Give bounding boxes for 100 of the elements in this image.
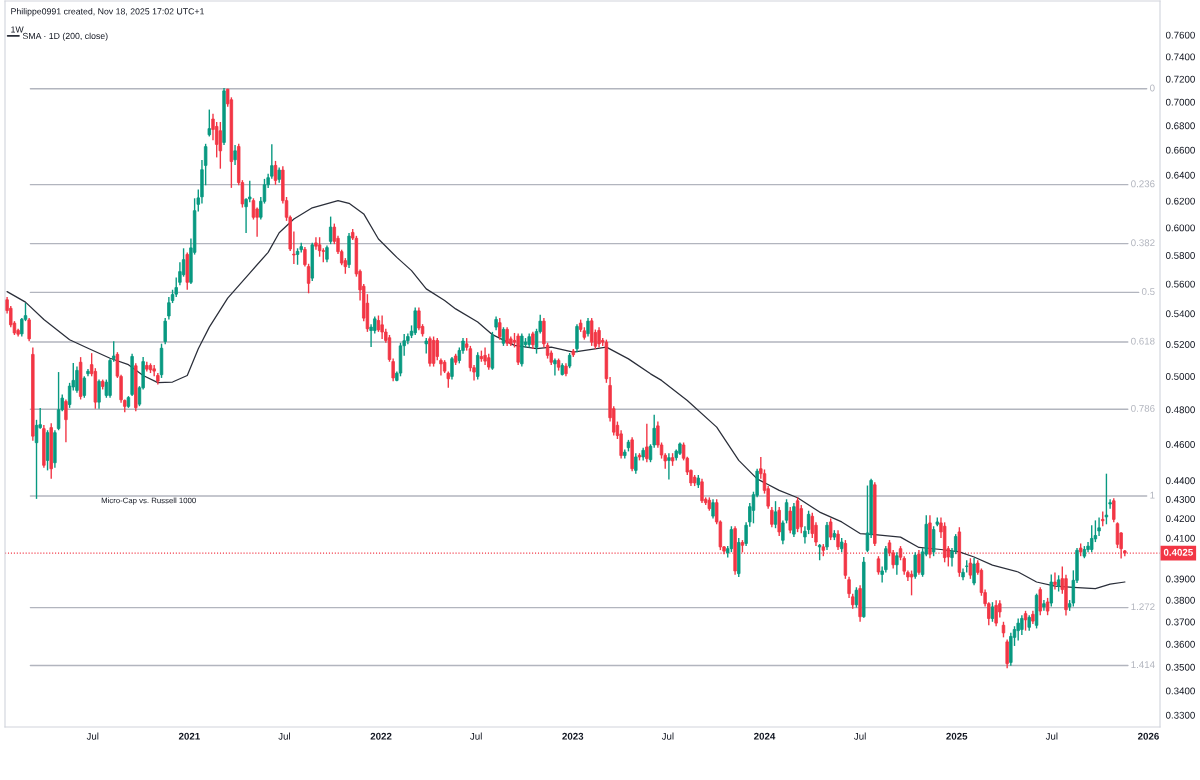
candlestick	[553, 357, 557, 377]
y-tick-label: 0.3300	[1165, 711, 1195, 719]
y-tick-label: 0.4200	[1165, 515, 1195, 523]
y-tick-label: 0.4100	[1165, 534, 1195, 542]
x-tick-label: Jul	[278, 732, 290, 740]
y-tick-label: 0.3600	[1165, 640, 1195, 648]
y-tick-label: 0.3500	[1165, 663, 1195, 671]
annotation: 0.236	[1131, 180, 1155, 188]
candlestick	[788, 506, 792, 534]
candlestick	[1005, 638, 1009, 669]
candlestick	[1049, 573, 1053, 608]
candlestick	[64, 398, 68, 443]
candlestick	[799, 504, 803, 534]
y-tick-label: 0.6200	[1165, 197, 1195, 205]
candlestick	[1090, 524, 1094, 553]
candlestick	[317, 236, 322, 258]
candlestick	[476, 351, 480, 381]
x-tick-label: 2024	[754, 732, 776, 740]
candlestick	[777, 506, 781, 537]
ref-line-label: 0.4025	[1163, 548, 1193, 556]
candlestick	[931, 525, 936, 557]
annotation: Philippe0991 created, Nov 18, 2025 17:02 UTC+1	[11, 8, 204, 17]
annotation: 0	[1150, 84, 1155, 92]
y-tick-label: 0.3900	[1165, 575, 1195, 583]
candlestick	[1053, 571, 1057, 591]
candlestick	[1016, 617, 1020, 642]
y-tick-label: 0.7000	[1165, 98, 1195, 106]
annotation: 0.786	[1131, 404, 1155, 412]
candlestick	[972, 557, 976, 586]
text: 1W	[11, 26, 24, 33]
x-tick-label: Jul	[854, 732, 866, 740]
y-tick-label: 0.7400	[1165, 53, 1195, 61]
y-tick-label: 0.6600	[1165, 146, 1195, 154]
candlestick	[711, 498, 715, 520]
candlestick	[634, 452, 638, 475]
candlestick	[505, 326, 509, 347]
candlestick	[667, 452, 671, 481]
y-tick-label: 0.5200	[1165, 341, 1195, 348]
x-tick-label: 2026	[1137, 732, 1159, 740]
x-tick-label: Jul	[86, 732, 99, 740]
x-tick-label: Jul	[470, 732, 482, 740]
candlestick	[773, 500, 778, 529]
candlestick	[207, 108, 212, 138]
annotation: 0.382	[1131, 239, 1155, 247]
y-tick-label: 0.7200	[1165, 75, 1195, 83]
candlestick	[700, 477, 704, 504]
y-tick-label: 0.6800	[1165, 122, 1195, 130]
candlestick	[163, 317, 167, 346]
x-tick-label: 2023	[562, 732, 584, 740]
candlestick	[439, 357, 443, 377]
x-tick-label: 2022	[370, 732, 392, 740]
annotation: 0.5	[1141, 288, 1155, 295]
y-tick-label: 0.3800	[1165, 596, 1195, 604]
candlestick	[770, 506, 774, 528]
y-tick-label: 0.4800	[1165, 406, 1195, 414]
y-tick-label: 0.6000	[1165, 224, 1195, 232]
candlestick	[895, 551, 899, 576]
y-tick-label: 0.3400	[1165, 687, 1195, 695]
candlestick	[597, 326, 601, 349]
candlestick	[413, 306, 417, 336]
y-tick-label: 0.7600	[1165, 31, 1195, 39]
candlestick	[328, 215, 333, 245]
candlestick	[913, 551, 917, 580]
candlestick	[1112, 497, 1116, 524]
y-tick-label: 0.5600	[1165, 280, 1195, 288]
candlestick	[233, 144, 237, 166]
candlestick	[501, 326, 506, 347]
candlestick	[1038, 586, 1042, 616]
annotation: 1.272	[1131, 603, 1155, 611]
x-tick-label: Jul	[661, 732, 674, 740]
candlestick	[575, 323, 579, 353]
annotation: 1	[1150, 491, 1155, 499]
candlestick	[435, 337, 439, 361]
y-tick-label: 0.4600	[1165, 441, 1195, 448]
candlestick	[218, 121, 223, 170]
candlestick	[27, 317, 31, 342]
candlestick	[251, 197, 256, 221]
y-tick-label: 0.4300	[1165, 495, 1195, 503]
y-tick-label: 0.4400	[1165, 477, 1195, 485]
candlestick	[97, 378, 101, 410]
candlestick	[498, 317, 502, 341]
candlestick	[75, 365, 79, 394]
candlestick	[586, 317, 590, 338]
candlestick	[825, 521, 829, 551]
candlestick	[836, 529, 840, 551]
y-tick-label: 0.5400	[1165, 310, 1195, 318]
candlestick	[828, 517, 833, 541]
candlestick	[589, 317, 594, 347]
candlestick	[994, 599, 998, 627]
x-tick-label: 2025	[946, 732, 968, 740]
candlestick	[645, 422, 649, 463]
legend-label: SMA · 1D (200, close)	[22, 32, 108, 41]
candlestick	[380, 314, 384, 340]
candlestick	[917, 549, 921, 576]
candlestick	[1115, 521, 1120, 549]
y-tick-label: 0.3700	[1165, 618, 1195, 626]
y-tick-label: 0.6400	[1165, 171, 1195, 179]
candlestick	[450, 356, 454, 381]
annotation: 0.618	[1131, 337, 1155, 345]
candlestick	[990, 601, 995, 623]
